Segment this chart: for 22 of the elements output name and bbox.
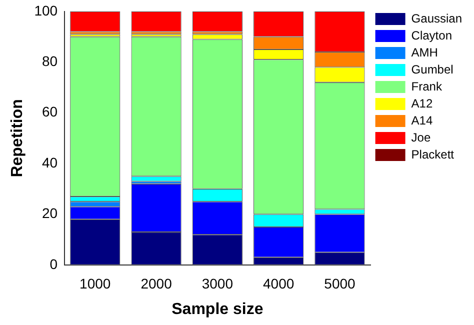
y-axis-title: Repetition xyxy=(9,99,26,178)
y-tick-label: 0 xyxy=(50,256,58,272)
x-tick-label: 2000 xyxy=(140,275,172,292)
legend-label: Gaussian xyxy=(411,11,462,26)
legend-label: A12 xyxy=(411,96,433,110)
y-tick-label: 20 xyxy=(42,205,58,222)
legend-label: Joe xyxy=(411,130,431,144)
legend-label: Clayton xyxy=(411,28,452,42)
x-axis-title: Sample size xyxy=(172,300,264,318)
legend-label: Plackett xyxy=(411,147,455,162)
y-tick-label: 40 xyxy=(42,154,58,170)
x-tick-label: 3000 xyxy=(202,275,234,292)
y-tick-label: 100 xyxy=(34,2,58,18)
legend-label: AMH xyxy=(411,45,438,60)
legend-label: Frank xyxy=(411,79,443,94)
y-tick-label: 80 xyxy=(42,52,58,69)
legend-label: Gumbel xyxy=(411,62,454,76)
x-tick-label: 5000 xyxy=(324,275,356,292)
legend-label: A14 xyxy=(411,113,433,128)
x-tick-label: 4000 xyxy=(263,275,294,292)
y-tick-label: 60 xyxy=(42,104,58,120)
x-tick-label: 1000 xyxy=(80,275,111,292)
